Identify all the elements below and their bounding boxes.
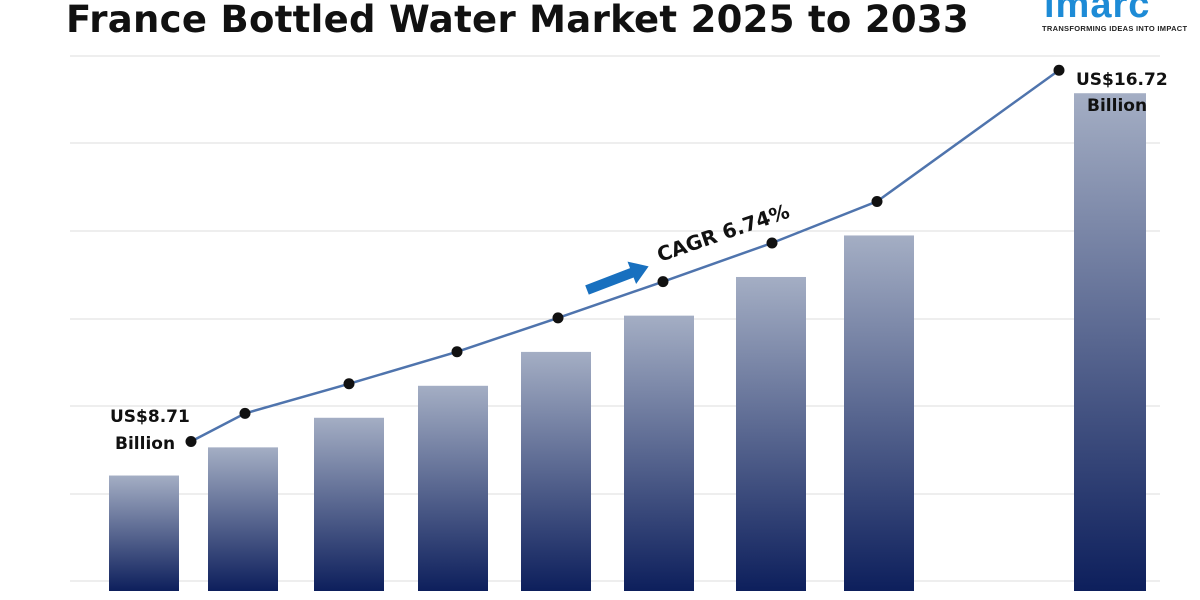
bar-2028: [418, 385, 488, 591]
cagr-label: CAGR 6.74%: [654, 199, 793, 267]
trend-point-2033: [1053, 64, 1065, 76]
trend-point-2027: [343, 378, 355, 390]
logo-tagline: TRANSFORMING IDEAS INTO IMPACT: [1042, 24, 1188, 33]
bar-2025: [109, 475, 179, 591]
bar-2033: [1074, 93, 1146, 592]
start-value-label: US$8.71: [110, 407, 190, 427]
trend-point-2025: [185, 436, 197, 448]
trend-point-2031: [766, 237, 778, 249]
trend-point-2029: [552, 312, 564, 324]
bars: [109, 93, 1146, 592]
bar-2027: [314, 417, 384, 591]
cagr-arrow-shape: [585, 261, 649, 295]
imarc-logo: imarc TRANSFORMING IDEAS INTO IMPACT: [1040, 0, 1196, 38]
trend-point-2028: [451, 346, 463, 358]
trend-markers: [185, 64, 1065, 448]
end-value-label: US$16.72: [1076, 70, 1168, 90]
cagr-arrow-icon: [585, 261, 649, 295]
bar-2029: [521, 351, 591, 591]
bar-2031: [736, 276, 806, 591]
trend-point-2030: [657, 276, 669, 288]
logo-wordmark: imarc: [1044, 0, 1151, 26]
end-unit-label: Billion: [1087, 96, 1147, 116]
trend-point-2032: [871, 195, 883, 207]
bar-2030: [624, 315, 694, 591]
bar-2026: [208, 447, 278, 591]
bar-2032: [844, 235, 914, 592]
chart-title: France Bottled Water Market 2025 to 2033: [66, 0, 970, 41]
start-unit-label: Billion: [115, 434, 175, 454]
trend-point-2026: [239, 407, 251, 419]
